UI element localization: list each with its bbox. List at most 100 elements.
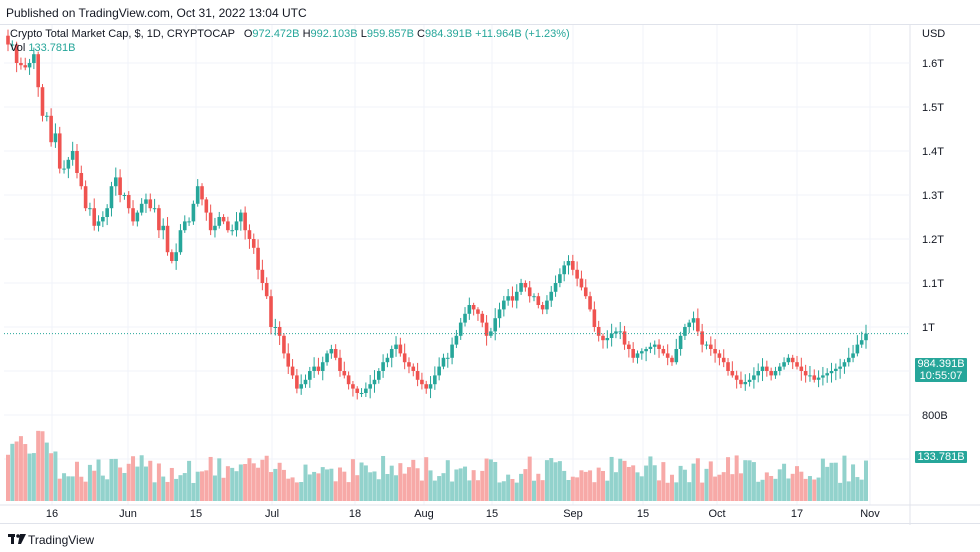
volume-bar [329,468,334,501]
candle-body [639,351,644,354]
volume-bar [795,466,800,501]
volume-bar [605,480,610,501]
candle-body [208,212,213,231]
candle-body [200,186,204,200]
time-tick-label: Jun [119,508,137,520]
price-tick-label: 1.4T [922,146,944,158]
candle-body [631,349,635,358]
candle-body [553,283,558,292]
volume-bar [786,478,791,501]
candle-body [243,212,247,231]
candle-body [657,344,661,349]
volume-bar [411,459,416,501]
published-text: Published on TradingView.com, Oct 31, 20… [6,6,307,20]
volume-bar [445,460,450,501]
candle-body [45,115,49,117]
volume-bar [648,456,653,501]
volume-bar [165,481,170,501]
volume-bar [859,479,864,501]
brand-name[interactable]: TradingView [28,533,95,547]
volume-bar [428,470,433,501]
volume-bar [23,444,28,501]
volume-bar [463,466,468,501]
volume-bar [260,459,265,501]
candle-body [635,353,640,358]
volume-bar [135,466,140,501]
volume-bar [575,477,580,501]
price-tick-label: 800B [922,410,948,422]
candle-body [57,133,62,169]
candle-body [687,322,692,327]
volume-bar [269,472,274,501]
candle-body [532,296,536,298]
volume-bar [148,460,153,501]
volume-bar [592,482,597,501]
candle-body [131,208,135,222]
volume-bar [187,460,192,501]
volume-bar [105,479,110,501]
volume-bar [536,473,541,501]
volume-bar [713,476,718,501]
volume-bar [738,473,743,501]
candle-body [433,375,437,385]
volume-bar [389,465,394,501]
volume-bar [217,458,222,501]
volume-bar [734,455,739,501]
close-value: 984.391B [424,28,473,40]
volume-bar [437,476,442,501]
volume-bar [66,476,71,501]
candle-body [286,353,291,367]
volume-bar [79,476,84,501]
volume-bar [600,470,605,501]
candle-body [734,375,739,380]
candle-body [527,287,532,297]
volume-bar [191,482,196,501]
volume-bar [579,470,584,501]
candle-body [808,375,812,377]
volume-bar [838,482,843,501]
candle-body [36,54,40,88]
volume-bar [303,464,308,501]
candle-body [743,382,748,385]
volume-bar [756,481,761,501]
candle-body [536,296,541,305]
candle-body [351,384,355,389]
candle-body [424,384,429,389]
open-value: 972.472B [252,28,300,40]
last-price-value: 984.391B [917,358,965,370]
volume-bar [372,471,377,501]
candle-body [458,322,463,336]
countdown-value: 10:55:07 [919,370,963,382]
candle-body [338,357,342,371]
volume-bar [652,465,657,501]
close-label: C [417,28,425,40]
time-tick-label: Sep [563,508,583,520]
volume-bar [760,479,765,501]
volume-bar [230,467,235,501]
candle-body [398,344,403,354]
candle-body [437,366,441,376]
chart-frame[interactable]: 1.7T1.6T1.5T1.4T1.3T1.2T1.1T1T900B800B70… [0,14,980,525]
volume-bar [704,468,709,501]
candle-body [269,296,273,327]
candle-body [480,313,485,323]
price-chart[interactable]: 1.7T1.6T1.5T1.4T1.3T1.2T1.1T1T900B800B70… [0,14,980,525]
last-volume-tag: 133.781B [915,451,967,463]
candle-body [135,212,140,222]
time-tick-label: Oct [708,508,725,520]
candle-body [260,269,265,283]
volume-bar [62,473,67,501]
volume-bar [626,466,631,501]
candle-body [19,63,23,66]
price-tick-label: 1.7T [922,25,944,26]
legend-symbol[interactable]: Crypto Total Market Cap, $, 1D, CRYPTOCA… [10,28,235,40]
volume-bar [139,455,144,501]
volume-bar [40,431,45,501]
candle-body [760,366,765,371]
volume-bar [195,471,200,501]
vol-label[interactable]: Vol [10,42,26,54]
candle-body [165,225,170,253]
candle-body [463,313,467,323]
tradingview-logo-icon[interactable] [8,533,26,545]
candle-body [32,54,36,63]
